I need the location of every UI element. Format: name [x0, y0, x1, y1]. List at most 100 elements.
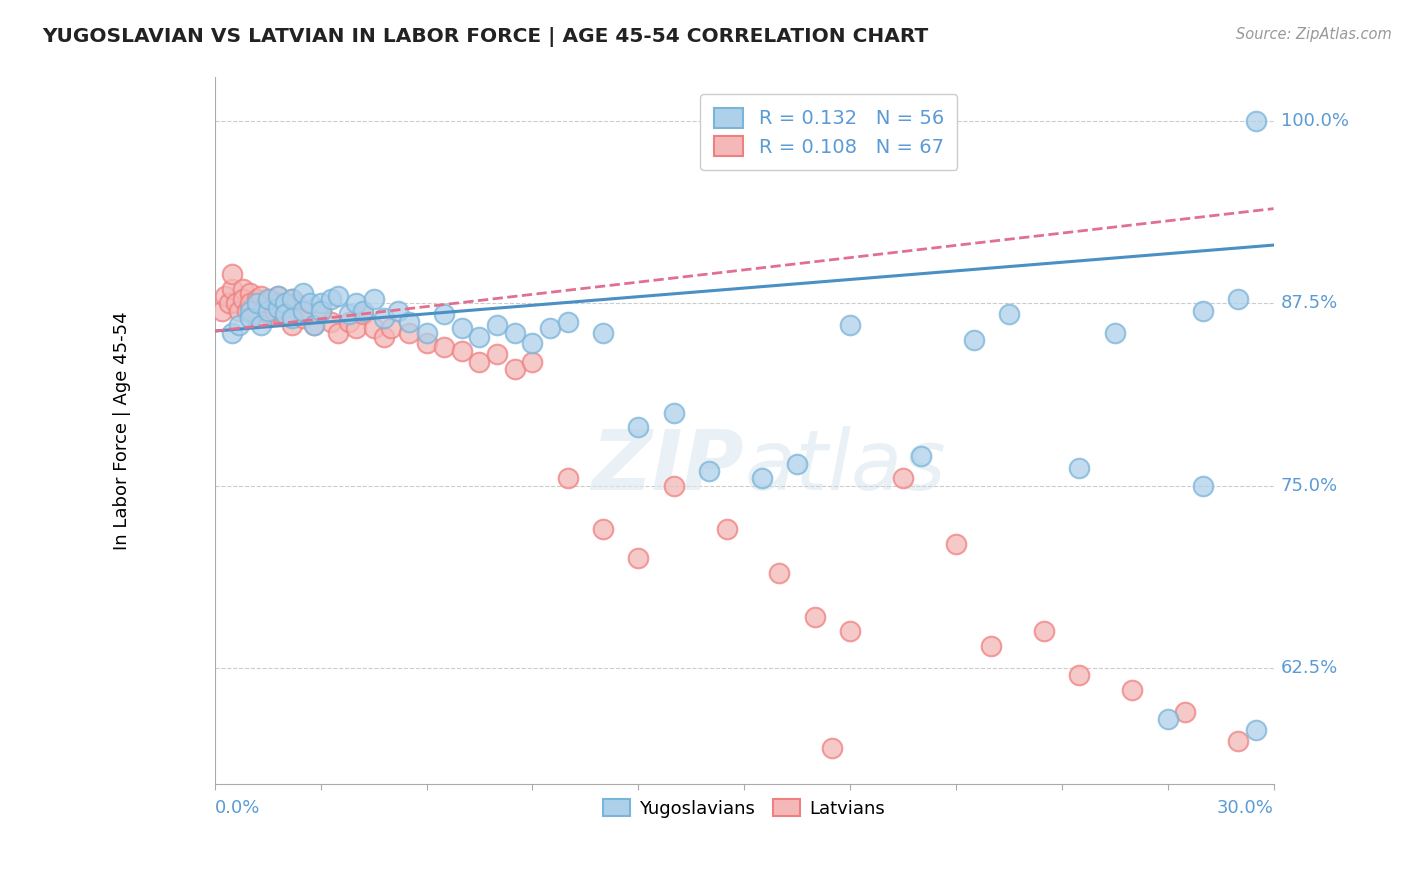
- Text: atlas: atlas: [744, 425, 946, 507]
- Point: [1156, 712, 1178, 726]
- Point: [557, 471, 579, 485]
- Point: [768, 566, 790, 580]
- Point: [309, 303, 332, 318]
- Point: [302, 318, 325, 333]
- Point: [263, 303, 285, 318]
- Point: [786, 457, 808, 471]
- Legend: Yugoslavians, Latvians: Yugoslavians, Latvians: [596, 792, 893, 825]
- Point: [592, 522, 614, 536]
- Point: [309, 296, 332, 310]
- Point: [260, 292, 283, 306]
- Point: [274, 307, 297, 321]
- Point: [1033, 624, 1056, 639]
- Point: [1244, 723, 1267, 738]
- Point: [221, 267, 243, 281]
- Point: [486, 318, 509, 333]
- Point: [398, 326, 420, 340]
- Point: [1121, 682, 1143, 697]
- Text: Source: ZipAtlas.com: Source: ZipAtlas.com: [1236, 27, 1392, 42]
- Point: [1227, 292, 1250, 306]
- Point: [267, 289, 290, 303]
- Point: [267, 289, 290, 303]
- Point: [1227, 733, 1250, 747]
- Point: [538, 321, 561, 335]
- Point: [235, 303, 257, 318]
- Point: [281, 292, 304, 306]
- Point: [256, 292, 278, 306]
- Point: [274, 296, 297, 310]
- Point: [352, 307, 374, 321]
- Point: [281, 292, 304, 306]
- Point: [839, 624, 862, 639]
- Point: [302, 318, 325, 333]
- Point: [284, 296, 307, 310]
- Point: [253, 301, 276, 315]
- Text: 75.0%: 75.0%: [1281, 476, 1337, 494]
- Point: [450, 321, 472, 335]
- Point: [433, 307, 456, 321]
- Point: [246, 292, 269, 306]
- Point: [380, 321, 402, 335]
- Point: [980, 639, 1002, 653]
- Point: [239, 286, 262, 301]
- Text: 30.0%: 30.0%: [1216, 799, 1274, 817]
- Point: [1174, 705, 1197, 719]
- Point: [281, 310, 304, 325]
- Point: [246, 296, 269, 310]
- Point: [267, 301, 290, 315]
- Point: [218, 296, 240, 310]
- Point: [249, 318, 271, 333]
- Point: [274, 307, 297, 321]
- Point: [1104, 326, 1126, 340]
- Point: [1192, 478, 1215, 492]
- Point: [344, 296, 367, 310]
- Text: ZIP: ZIP: [592, 425, 744, 507]
- Point: [363, 321, 385, 335]
- Point: [662, 406, 685, 420]
- Point: [352, 303, 374, 318]
- Point: [697, 464, 720, 478]
- Point: [274, 296, 297, 310]
- Point: [415, 335, 437, 350]
- Point: [522, 354, 544, 368]
- Point: [291, 286, 314, 301]
- Point: [821, 741, 844, 756]
- Point: [1192, 303, 1215, 318]
- Point: [751, 471, 773, 485]
- Point: [363, 292, 385, 306]
- Point: [267, 296, 290, 310]
- Point: [592, 326, 614, 340]
- Point: [337, 307, 360, 321]
- Point: [998, 307, 1021, 321]
- Point: [1069, 668, 1091, 682]
- Point: [627, 551, 650, 566]
- Point: [309, 303, 332, 318]
- Text: 87.5%: 87.5%: [1281, 294, 1339, 312]
- Point: [328, 289, 350, 303]
- Point: [239, 296, 262, 310]
- Point: [277, 303, 299, 318]
- Point: [415, 326, 437, 340]
- Point: [291, 303, 314, 318]
- Point: [503, 362, 526, 376]
- Point: [242, 307, 264, 321]
- Point: [387, 303, 409, 318]
- Text: YUGOSLAVIAN VS LATVIAN IN LABOR FORCE | AGE 45-54 CORRELATION CHART: YUGOSLAVIAN VS LATVIAN IN LABOR FORCE | …: [42, 27, 928, 46]
- Point: [1244, 114, 1267, 128]
- Point: [1069, 461, 1091, 475]
- Point: [839, 318, 862, 333]
- Point: [281, 318, 304, 333]
- Point: [221, 282, 243, 296]
- Point: [945, 537, 967, 551]
- Point: [450, 344, 472, 359]
- Point: [256, 303, 278, 318]
- Point: [321, 315, 343, 329]
- Point: [291, 303, 314, 318]
- Point: [344, 321, 367, 335]
- Point: [228, 318, 250, 333]
- Point: [225, 296, 247, 310]
- Point: [328, 326, 350, 340]
- Point: [321, 292, 343, 306]
- Point: [627, 420, 650, 434]
- Point: [211, 303, 233, 318]
